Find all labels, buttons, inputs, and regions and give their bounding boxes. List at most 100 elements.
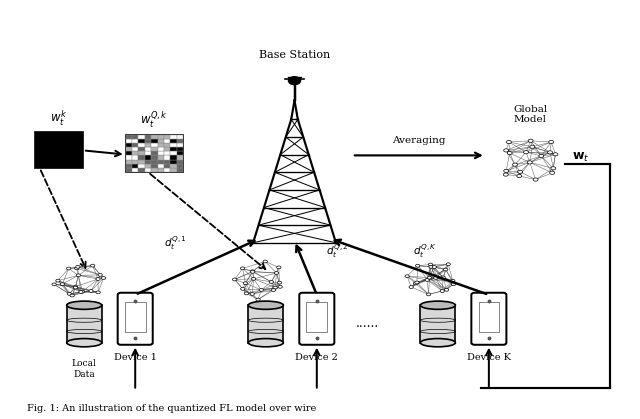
Bar <box>177 139 183 143</box>
Circle shape <box>533 178 538 181</box>
Bar <box>132 168 138 172</box>
Circle shape <box>67 292 72 295</box>
Bar <box>164 151 170 155</box>
Bar <box>177 168 183 172</box>
Bar <box>157 160 164 164</box>
Circle shape <box>405 275 410 278</box>
Circle shape <box>444 288 449 291</box>
Circle shape <box>527 161 532 164</box>
Circle shape <box>76 265 80 268</box>
Bar <box>157 168 164 172</box>
Circle shape <box>548 151 552 154</box>
Bar <box>420 305 456 343</box>
Circle shape <box>81 290 84 293</box>
Bar <box>177 147 183 151</box>
FancyBboxPatch shape <box>471 293 506 345</box>
Bar <box>138 151 145 155</box>
Circle shape <box>551 167 556 170</box>
Circle shape <box>413 282 417 285</box>
Bar <box>125 147 132 151</box>
Bar <box>170 134 177 139</box>
Text: Averaging: Averaging <box>392 136 445 145</box>
Text: $d_t^{Q,2}$: $d_t^{Q,2}$ <box>326 243 349 261</box>
Bar <box>132 147 138 151</box>
Text: Device 1: Device 1 <box>114 353 157 362</box>
Bar <box>151 160 157 164</box>
Circle shape <box>428 263 433 266</box>
Circle shape <box>504 169 509 173</box>
Bar <box>151 168 157 172</box>
Circle shape <box>548 140 554 144</box>
Circle shape <box>451 279 455 282</box>
Bar <box>125 303 145 332</box>
Circle shape <box>517 174 522 178</box>
Bar <box>132 134 138 139</box>
Bar <box>307 303 327 332</box>
Text: Global
Model: Global Model <box>513 105 547 124</box>
Bar <box>138 168 145 172</box>
Text: Fig. 1: An illustration of the quantized FL model over wire: Fig. 1: An illustration of the quantized… <box>27 404 316 414</box>
Circle shape <box>232 278 237 281</box>
Bar <box>132 160 138 164</box>
Bar <box>145 147 151 151</box>
Bar <box>177 151 183 155</box>
Bar <box>125 160 132 164</box>
Circle shape <box>273 286 277 289</box>
Circle shape <box>425 279 429 281</box>
Bar <box>145 155 151 160</box>
Circle shape <box>101 277 106 279</box>
Bar <box>151 151 157 155</box>
Bar <box>125 143 132 147</box>
Bar <box>170 168 177 172</box>
Bar <box>132 139 138 143</box>
Circle shape <box>250 292 254 295</box>
Circle shape <box>89 290 93 292</box>
Bar <box>145 143 151 147</box>
Circle shape <box>74 285 77 288</box>
Bar <box>132 164 138 168</box>
Text: ......: ...... <box>356 317 380 330</box>
Ellipse shape <box>420 339 456 347</box>
Bar <box>157 155 164 160</box>
Bar <box>151 143 157 147</box>
Bar <box>125 134 183 172</box>
Text: $d_t^{Q,1}$: $d_t^{Q,1}$ <box>164 235 186 252</box>
Bar <box>177 134 183 139</box>
Circle shape <box>278 285 282 288</box>
Bar <box>151 134 157 139</box>
Circle shape <box>503 173 508 176</box>
Circle shape <box>289 77 301 85</box>
Circle shape <box>506 140 511 144</box>
Bar <box>164 143 170 147</box>
Bar <box>132 143 138 147</box>
FancyBboxPatch shape <box>118 293 153 345</box>
Circle shape <box>259 289 264 291</box>
Circle shape <box>415 264 420 267</box>
Bar <box>157 147 164 151</box>
Bar <box>157 164 164 168</box>
Bar <box>125 168 132 172</box>
Bar <box>151 139 157 143</box>
Bar <box>125 155 132 160</box>
Bar <box>164 134 170 139</box>
Circle shape <box>409 286 413 288</box>
Circle shape <box>60 283 65 285</box>
Text: $\mathbf{w}_t$: $\mathbf{w}_t$ <box>572 151 589 164</box>
Bar <box>248 305 284 343</box>
Bar <box>151 147 157 151</box>
Bar <box>164 147 170 151</box>
Circle shape <box>539 154 544 158</box>
Circle shape <box>550 171 555 174</box>
FancyBboxPatch shape <box>300 293 334 345</box>
Circle shape <box>507 151 512 155</box>
Circle shape <box>56 279 60 282</box>
Bar <box>145 168 151 172</box>
Ellipse shape <box>67 339 102 347</box>
Bar <box>157 143 164 147</box>
Circle shape <box>96 291 100 294</box>
Circle shape <box>530 145 535 148</box>
Bar <box>177 155 183 160</box>
Bar <box>132 155 138 160</box>
Circle shape <box>518 170 523 173</box>
Circle shape <box>244 292 248 295</box>
